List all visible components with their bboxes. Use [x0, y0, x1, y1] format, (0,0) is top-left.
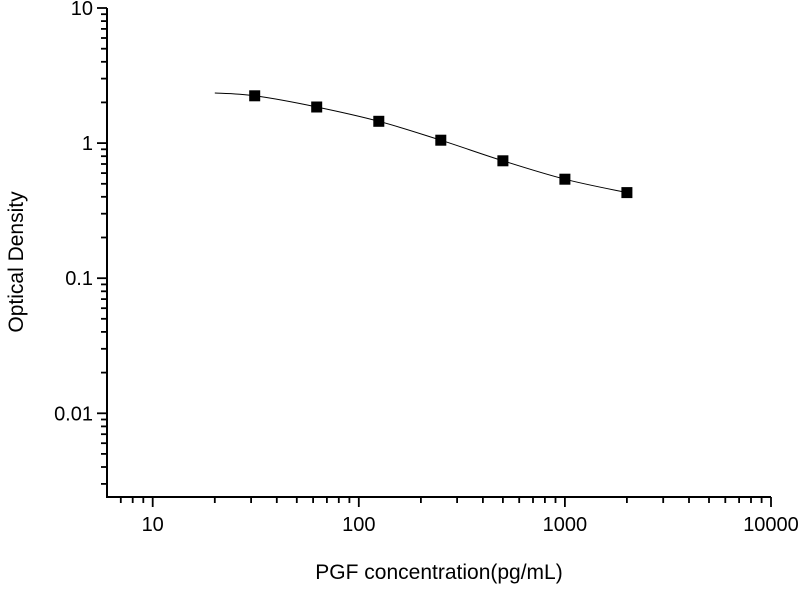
x-tick-label: 100 [342, 514, 375, 536]
data-point-marker [249, 90, 261, 102]
data-point-marker [373, 115, 385, 127]
x-tick-label: 10000 [743, 514, 799, 536]
y-tick-label: 0.1 [65, 268, 93, 290]
y-tick-label: 0.01 [54, 403, 93, 425]
x-axis-label: PGF concentration(pg/mL) [315, 561, 563, 584]
data-point-marker [621, 187, 633, 199]
data-point-marker [311, 101, 323, 113]
data-point-marker [559, 173, 571, 185]
fit-curve-line [214, 92, 628, 194]
x-tick-label: 1000 [543, 514, 588, 536]
y-tick-label: 10 [71, 0, 93, 20]
axis-frame [106, 8, 771, 498]
y-axis-label: Optical Density [5, 191, 28, 333]
y-tick-label: 1 [82, 133, 93, 155]
data-point-marker [497, 155, 509, 167]
x-tick-label: 10 [142, 514, 164, 536]
data-point-marker [435, 134, 447, 146]
